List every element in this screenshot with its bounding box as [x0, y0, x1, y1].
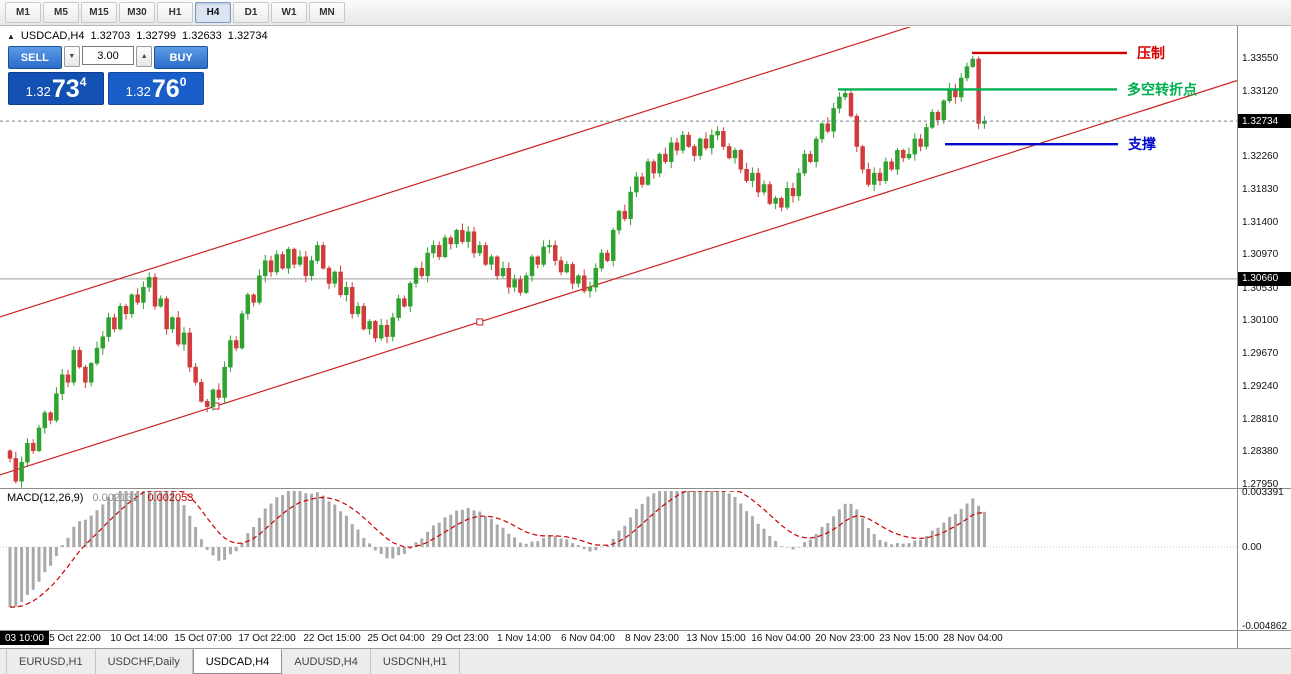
time-axis-marker: 03 10:00	[0, 631, 49, 645]
price-axis-label: 1.27950	[1242, 478, 1279, 490]
candles-layer	[7, 55, 987, 488]
sell-price-sup: 4	[79, 75, 87, 89]
macd-indicator-label: MACD(12,26,9) 0.002131 0.002053	[7, 492, 193, 504]
sell-price-big: 1.32	[25, 84, 51, 99]
time-axis-label: 10 Oct 14:00	[110, 633, 168, 644]
price-axis-label: 1.31400	[1242, 216, 1279, 228]
annotation-label: 多空转折点	[1127, 81, 1197, 97]
macd-axis-label: -0.004862	[1242, 620, 1288, 632]
macd-name: MACD(12,26,9)	[7, 492, 84, 504]
time-axis-label: 23 Nov 15:00	[879, 633, 939, 644]
macd-layer	[0, 491, 1237, 608]
chart-symbol-label: USDCAD,H4	[20, 30, 85, 42]
price-axis-label: 1.29670	[1242, 348, 1279, 360]
chart-tab-audusd-h4[interactable]: AUDUSD,H4	[282, 649, 371, 674]
time-axis-label: 1 Nov 14:00	[497, 633, 551, 644]
macd-main-value: 0.002131	[92, 492, 139, 504]
price-axis-label: 1.32260	[1242, 151, 1279, 163]
trendline-handle	[476, 318, 484, 326]
price-axis-label: 1.30970	[1242, 249, 1279, 261]
volume-up-icon[interactable]: ▲	[136, 46, 153, 67]
macd-axis-label: 0.003391	[1242, 487, 1284, 498]
time-axis-label: 6 Nov 04:00	[561, 633, 615, 644]
sell-price-display[interactable]: 1.32 73 4	[8, 72, 104, 105]
time-axis-label: 29 Oct 23:00	[431, 633, 489, 644]
chart-tab-usdchf-daily[interactable]: USDCHF,Daily	[96, 649, 193, 674]
ohlc-marker-icon: ▲	[7, 31, 15, 41]
timeframe-button-m1[interactable]: M1	[5, 2, 41, 23]
pane-separators	[0, 26, 1291, 648]
annotation-label: 支撑	[1127, 136, 1156, 152]
ohlc-high: 1.32799	[136, 30, 177, 42]
timeframe-button-m5[interactable]: M5	[43, 2, 79, 23]
timeframe-toolbar: M1 M5 M15 M30 H1 H4 D1 W1 MN	[0, 0, 1291, 26]
ohlc-low: 1.32633	[182, 30, 222, 42]
hline-price-marker: 1.30660	[1238, 271, 1291, 286]
annotation-label: 压制	[1137, 45, 1165, 61]
ohlc-open: 1.32703	[90, 30, 131, 42]
chart-tab-usdcad-h4[interactable]: USDCAD,H4	[192, 649, 283, 674]
price-axis-label: 1.33120	[1242, 85, 1279, 97]
current-price-marker: 1.32734	[1238, 114, 1291, 129]
time-axis-label: 15 Oct 07:00	[174, 633, 232, 644]
buy-price-main: 76	[151, 75, 180, 103]
time-axis-label: 16 Nov 04:00	[751, 633, 811, 644]
timeframe-button-h1[interactable]: H1	[157, 2, 193, 23]
timeframe-button-m30[interactable]: M30	[119, 2, 155, 23]
buy-price-big: 1.32	[125, 84, 151, 99]
price-axis-label: 1.28380	[1242, 446, 1279, 458]
price-axis-label: 1.33550	[1242, 53, 1279, 64]
time-axis-label: 25 Oct 04:00	[367, 633, 425, 644]
time-axis[interactable]: 5 Oct 22:00 10 Oct 14:00 15 Oct 07:00 17 Oc…	[0, 630, 1237, 648]
sell-button[interactable]: SELL	[8, 46, 62, 69]
chart-ohlc-line: ▲ USDCAD,H4 1.32703 1.32799 1.32633 1.32…	[7, 30, 268, 42]
timeframe-button-d1[interactable]: D1	[233, 2, 269, 23]
time-axis-label: 5 Oct 22:00	[49, 633, 101, 644]
buy-price-sup: 0	[179, 75, 187, 89]
price-axis-label: 1.28810	[1242, 413, 1279, 425]
time-axis-label: 28 Nov 04:00	[943, 633, 1003, 644]
ohlc-close: 1.32734	[227, 30, 268, 42]
buy-button[interactable]: BUY	[154, 46, 208, 69]
price-axis-label: 1.29240	[1242, 380, 1279, 392]
buy-price-display[interactable]: 1.32 76 0	[108, 72, 204, 105]
timeframe-button-mn[interactable]: MN	[309, 2, 345, 23]
macd-signal-value: 0.002053	[147, 492, 194, 504]
macd-signal-line	[9, 491, 985, 608]
one-click-trading-panel: SELL ▼ ▲ BUY 1.32 73 4 1.32 76 0	[8, 46, 208, 105]
chart-tab-usdcnh-h1[interactable]: USDCNH,H1	[371, 649, 461, 674]
price-axis-label: 1.30530	[1242, 282, 1279, 294]
timeframe-button-w1[interactable]: W1	[271, 2, 307, 23]
time-axis-label: 8 Nov 23:00	[625, 633, 679, 644]
macd-axis-label: 0.00	[1242, 542, 1262, 553]
time-axis-label: 13 Nov 15:00	[686, 633, 746, 644]
time-axis-label: 17 Oct 22:00	[238, 633, 296, 644]
sell-price-main: 73	[51, 75, 80, 103]
timeframe-button-m15[interactable]: M15	[81, 2, 117, 23]
price-axis[interactable]: 1.33550 1.33120 1.32260 1.31830 1.31400 1.309…	[1238, 26, 1291, 632]
price-axis-label: 1.31830	[1242, 183, 1279, 195]
price-axis-label: 1.30100	[1242, 315, 1279, 327]
chart-tab-eurusd-h1[interactable]: EURUSD,H1	[6, 649, 96, 674]
time-axis-label: 22 Oct 15:00	[303, 633, 361, 644]
volume-input[interactable]	[82, 46, 134, 65]
timeframe-button-h4[interactable]: H4	[195, 2, 231, 23]
chart-tab-bar: EURUSD,H1 USDCHF,Daily USDCAD,H4 AUDUSD,H4 U…	[0, 648, 1291, 674]
volume-down-icon[interactable]: ▼	[63, 46, 80, 67]
time-axis-label: 20 Nov 23:00	[815, 633, 875, 644]
